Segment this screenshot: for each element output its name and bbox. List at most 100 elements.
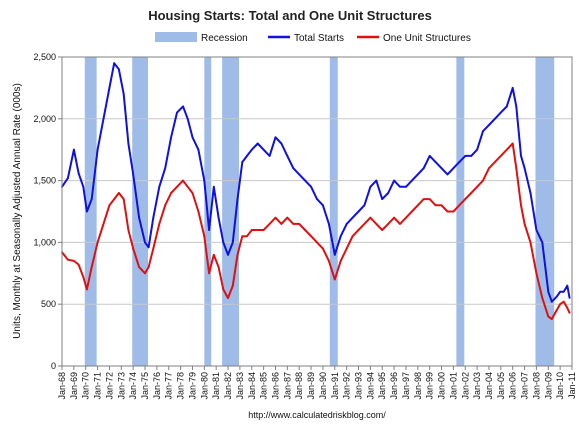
data-point-one-unit [511,142,514,145]
data-point-one-unit [208,272,210,275]
x-tick-label: Jan-11 [567,372,577,399]
data-point-total-starts [208,229,210,231]
data-point-total-starts [357,210,360,213]
data-point-one-unit [562,300,565,303]
data-point-one-unit [113,198,116,201]
x-tick-label: Jan-83 [235,372,245,400]
x-tick-label: Jan-84 [247,372,257,400]
data-point-total-starts [410,179,413,182]
data-point-total-starts [191,136,194,139]
data-point-one-unit [191,192,194,194]
data-point-total-starts [280,142,283,145]
y-tick-label: 1,500 [33,176,56,186]
recession-band [132,57,148,366]
y-axis: 0 500 1,000 1,500 2,000 2,500 [33,52,62,371]
data-point-one-unit [108,204,111,207]
data-point-total-starts [77,172,80,175]
data-point-one-unit [250,229,253,231]
data-point-total-starts [515,105,518,108]
data-point-total-starts [452,167,455,170]
recession-band [329,57,338,366]
x-tick-label: Jan-85 [259,372,269,400]
data-point-total-starts [82,185,85,188]
y-tick-label: 500 [41,299,56,309]
data-point-total-starts [440,167,443,170]
data-point-one-unit [550,318,553,320]
data-point-one-unit [118,192,120,194]
data-point-one-unit [236,253,239,256]
recession-band [456,57,465,366]
data-point-total-starts [322,204,324,207]
data-point-one-unit [217,266,220,269]
x-tick-label: Jan-80 [199,372,209,400]
data-point-one-unit [241,235,244,238]
data-point-total-starts [292,167,295,170]
data-point-total-starts [132,173,135,176]
data-point-total-starts [505,105,508,108]
data-point-total-starts [182,105,184,108]
data-point-total-starts [434,161,437,163]
x-tick-label: Jan-01 [448,372,458,400]
x-tick-label: Jan-69 [69,372,79,400]
data-point-total-starts [523,167,526,170]
data-point-total-starts [222,241,225,244]
data-point-total-starts [96,148,99,151]
data-point-total-starts [127,142,130,145]
data-point-total-starts [464,154,467,157]
x-tick-label: Jan-87 [282,372,292,400]
data-point-one-unit [515,167,518,170]
data-point-total-starts [339,235,342,238]
data-point-one-unit [535,272,538,275]
data-point-one-unit [274,216,277,219]
data-point-one-unit [138,266,140,269]
data-point-one-unit [434,204,437,207]
data-point-one-unit [298,222,301,225]
data-point-one-unit [222,288,225,291]
recession-band [84,57,97,366]
data-point-total-starts [122,93,125,95]
data-point-one-unit [357,229,360,231]
data-point-total-starts [304,179,307,182]
data-point-total-starts [90,198,93,201]
data-point-one-unit [176,185,178,188]
data-point-total-starts [231,241,234,244]
data-point-one-unit [416,204,419,207]
data-point-total-starts [298,173,301,176]
x-tick-label: Jan-76 [152,372,162,400]
data-point-one-unit [520,204,522,207]
x-tick-label: Jan-91 [330,372,340,400]
data-point-total-starts [393,179,395,182]
data-point-total-starts [246,154,248,157]
data-point-one-unit [464,198,467,201]
data-point-one-unit [494,161,496,163]
data-point-one-unit [351,235,354,238]
y-tick-label: 1,000 [33,237,56,247]
data-point-one-unit [132,247,135,250]
x-tick-label: Jan-09 [543,372,553,400]
data-point-one-unit [363,222,366,225]
data-point-one-unit [280,222,283,225]
data-point-one-unit [327,260,330,262]
data-point-one-unit [227,297,229,299]
data-point-total-starts [262,148,265,151]
data-point-one-unit [164,204,167,207]
y-tick-label: 2,000 [33,114,56,124]
data-point-one-unit [333,278,336,281]
data-point-one-unit [147,266,150,269]
data-point-one-unit [322,247,324,250]
data-point-total-starts [428,154,431,157]
data-point-one-unit [505,148,508,151]
data-point-one-unit [310,235,312,238]
data-point-total-starts [422,167,425,170]
x-tick-label: Jan-99 [425,372,435,400]
data-point-total-starts [555,295,558,298]
data-point-total-starts [535,229,538,231]
data-point-one-unit [77,263,80,266]
data-point-total-starts [147,246,150,249]
x-tick-label: Jan-90 [318,372,328,400]
data-point-one-unit [393,216,395,219]
data-point-one-unit [440,204,443,207]
data-point-total-starts [72,148,75,151]
data-point-one-unit [158,222,161,225]
data-point-total-starts [566,284,569,287]
